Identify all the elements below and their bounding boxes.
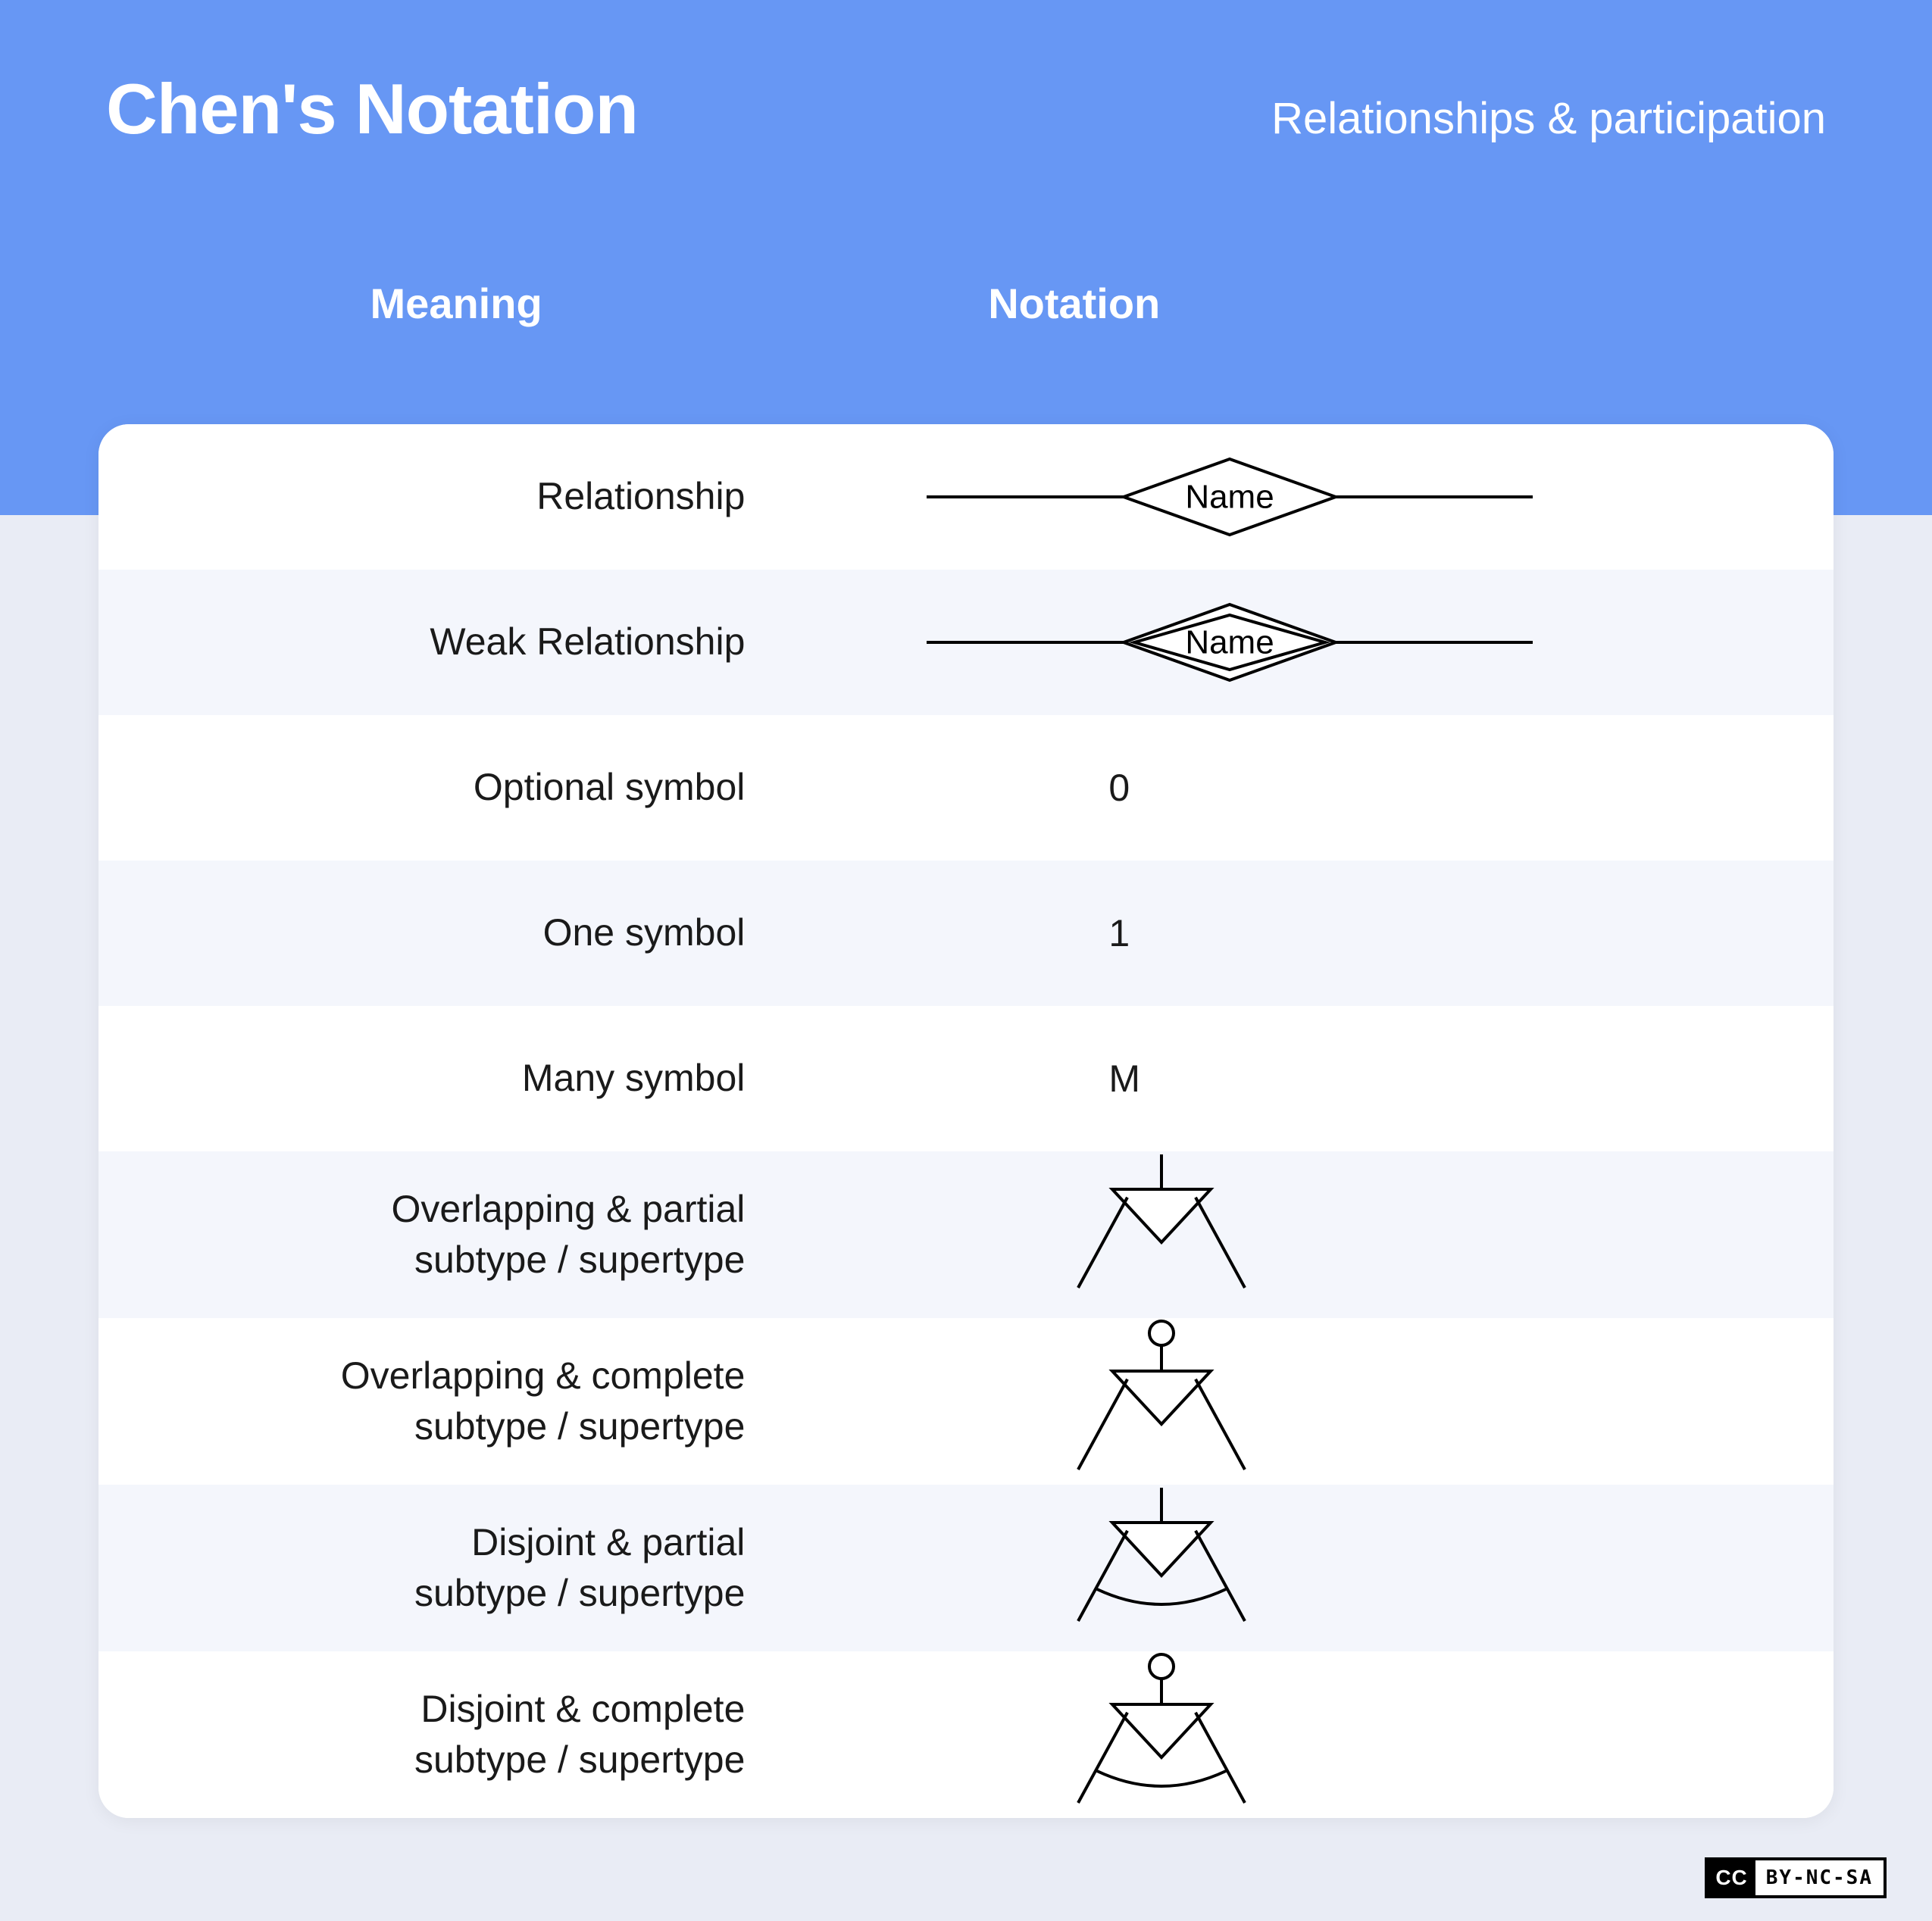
notation-table: Relationship Name Weak Relationship Name…	[98, 424, 1834, 1818]
meaning-cell: Relationship	[98, 471, 896, 523]
weak-relationship-diamond-icon: Name	[927, 589, 1533, 695]
license-text: BY-NC-SA	[1755, 1866, 1884, 1889]
notation-cell	[896, 1318, 1834, 1485]
notation-cell: Name	[896, 589, 1834, 695]
notation-cell	[896, 1485, 1834, 1651]
license-badge: CC BY-NC-SA	[1705, 1857, 1887, 1898]
meaning-cell: Overlapping & partialsubtype / supertype	[98, 1184, 896, 1286]
notation-cell: 1	[896, 911, 1834, 955]
svg-text:Name: Name	[1186, 624, 1274, 661]
subtype-symbol-icon	[927, 1151, 1275, 1318]
notation-text: 0	[927, 766, 1130, 810]
column-header-meaning: Meaning	[106, 279, 897, 328]
subtype-symbol-icon	[927, 1318, 1275, 1485]
meaning-cell: Disjoint & partialsubtype / supertype	[98, 1517, 896, 1620]
table-row: Disjoint & completesubtype / supertype	[98, 1651, 1834, 1818]
column-header-notation: Notation	[897, 279, 1826, 328]
table-row: Relationship Name	[98, 424, 1834, 570]
table-row: Weak Relationship Name	[98, 570, 1834, 715]
meaning-cell: Optional symbol	[98, 762, 896, 814]
meaning-cell: Weak Relationship	[98, 617, 896, 668]
notation-cell: Name	[896, 444, 1834, 550]
meaning-cell: Disjoint & completesubtype / supertype	[98, 1684, 896, 1786]
table-row: Many symbol M	[98, 1006, 1834, 1151]
table-row: Overlapping & completesubtype / supertyp…	[98, 1318, 1834, 1485]
page-title: Chen's Notation	[106, 68, 638, 150]
meaning-cell: Many symbol	[98, 1053, 896, 1104]
notation-cell	[896, 1151, 1834, 1318]
header-top: Chen's Notation Relationships & particip…	[106, 68, 1826, 150]
page-subtitle: Relationships & participation	[1271, 93, 1826, 144]
notation-cell: 0	[896, 766, 1834, 810]
notation-cell	[896, 1651, 1834, 1818]
table-row: Overlapping & partialsubtype / supertype	[98, 1151, 1834, 1318]
table-row: Optional symbol 0	[98, 715, 1834, 861]
relationship-diamond-icon: Name	[927, 444, 1533, 550]
meaning-cell: Overlapping & completesubtype / supertyp…	[98, 1351, 896, 1453]
subtype-symbol-icon	[927, 1485, 1275, 1651]
notation-cell: M	[896, 1057, 1834, 1101]
table-row: Disjoint & partialsubtype / supertype	[98, 1485, 1834, 1651]
notation-text: M	[927, 1057, 1140, 1101]
license-cc-icon: CC	[1708, 1860, 1755, 1895]
subtype-symbol-icon	[927, 1651, 1275, 1818]
meaning-cell: One symbol	[98, 907, 896, 959]
svg-text:Name: Name	[1186, 479, 1274, 516]
table-row: One symbol 1	[98, 861, 1834, 1006]
column-headers: Meaning Notation	[106, 279, 1826, 328]
notation-text: 1	[927, 911, 1130, 955]
